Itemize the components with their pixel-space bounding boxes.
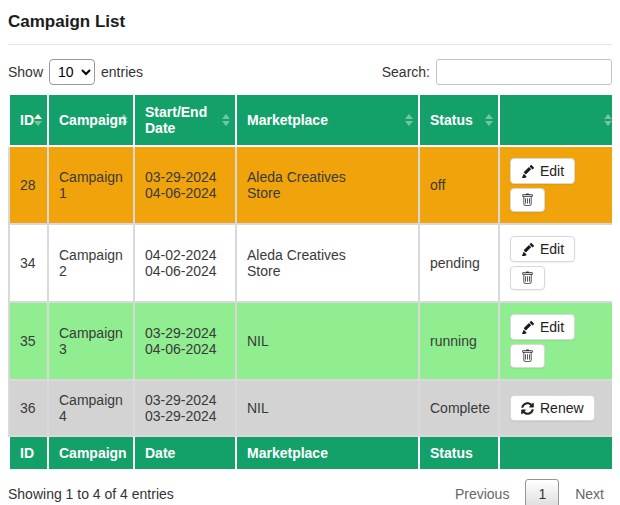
delete-button[interactable] [510, 188, 545, 212]
cell-campaign: Campaign 3 [48, 302, 134, 380]
trash-icon [521, 349, 534, 363]
sync-icon [521, 402, 534, 415]
cell-id: 28 [9, 146, 48, 224]
campaign-table: ID Campaign Start/End Date Marketplace S… [8, 93, 612, 471]
delete-button[interactable] [510, 266, 545, 290]
edit-button[interactable]: Edit [510, 158, 575, 184]
search-label: Search: [382, 64, 430, 80]
showing-entries-info: Showing 1 to 4 of 4 entries [8, 486, 174, 502]
footer-cell-marketplace: Marketplace [236, 436, 419, 470]
page-number-button[interactable]: 1 [525, 479, 559, 505]
cell-status: running [419, 302, 499, 380]
cell-id: 34 [9, 224, 48, 302]
cell-date: 03-29-2024 04-06-2024 [134, 302, 236, 380]
footer-cell-id: ID [9, 436, 48, 470]
trash-icon [521, 271, 534, 285]
table-row: 34 Campaign 2 04-02-2024 04-06-2024 Aled… [9, 224, 612, 302]
cell-campaign: Campaign 2 [48, 224, 134, 302]
sort-icon [405, 114, 413, 126]
cell-actions: Edit [499, 302, 612, 380]
cell-marketplace: NIL [236, 380, 419, 436]
sort-icon [120, 114, 128, 126]
page-length-control: Show 10 entries [8, 59, 143, 85]
next-page-button[interactable]: Next [567, 480, 612, 505]
cell-status: off [419, 146, 499, 224]
footer-cell-date: Date [134, 436, 236, 470]
footer-cell-campaign: Campaign [48, 436, 134, 470]
header-cell-id[interactable]: ID [9, 94, 48, 146]
table-row: 35 Campaign 3 03-29-2024 04-06-2024 NIL … [9, 302, 612, 380]
cell-date: 03-29-2024 03-29-2024 [134, 380, 236, 436]
header-cell-marketplace[interactable]: Marketplace [236, 94, 419, 146]
cell-actions: Renew [499, 380, 612, 436]
divider [8, 44, 612, 45]
renew-button[interactable]: Renew [510, 395, 595, 421]
footer-cell-status: Status [419, 436, 499, 470]
cell-status: Complete [419, 380, 499, 436]
cell-id: 35 [9, 302, 48, 380]
pagination: Previous 1 Next [447, 479, 612, 505]
header-cell-actions[interactable] [499, 94, 612, 146]
pencil-icon [521, 243, 534, 256]
edit-button[interactable]: Edit [510, 314, 575, 340]
sort-icon [604, 114, 612, 126]
cell-actions: Edit [499, 224, 612, 302]
header-cell-date[interactable]: Start/End Date [134, 94, 236, 146]
cell-marketplace: Aleda Creatives Store [236, 146, 419, 224]
page-length-select[interactable]: 10 [49, 59, 95, 85]
table-row: 36 Campaign 4 03-29-2024 03-29-2024 NIL … [9, 380, 612, 436]
trash-icon [521, 193, 534, 207]
pencil-icon [521, 165, 534, 178]
cell-date: 04-02-2024 04-06-2024 [134, 224, 236, 302]
sort-icon [222, 114, 230, 126]
cell-campaign: Campaign 1 [48, 146, 134, 224]
footer-cell-actions [499, 436, 612, 470]
page-title: Campaign List [8, 12, 612, 32]
header-cell-campaign[interactable]: Campaign [48, 94, 134, 146]
cell-marketplace: NIL [236, 302, 419, 380]
search-control: Search: [382, 59, 612, 85]
sort-icon [34, 114, 42, 126]
table-footer-bar: Showing 1 to 4 of 4 entries Previous 1 N… [8, 479, 612, 505]
search-input[interactable] [436, 59, 612, 85]
cell-actions: Edit [499, 146, 612, 224]
table-row: 28 Campaign 1 03-29-2024 04-06-2024 Aled… [9, 146, 612, 224]
table-header-row: ID Campaign Start/End Date Marketplace S… [9, 94, 612, 146]
show-label: Show [8, 64, 43, 80]
previous-page-button[interactable]: Previous [447, 480, 517, 505]
cell-marketplace: Aleda Creatives Store [236, 224, 419, 302]
entries-label: entries [101, 64, 143, 80]
delete-button[interactable] [510, 344, 545, 368]
edit-button[interactable]: Edit [510, 236, 575, 262]
table-controls: Show 10 entries Search: [8, 59, 612, 85]
cell-id: 36 [9, 380, 48, 436]
table-footer-row: ID Campaign Date Marketplace Status [9, 436, 612, 470]
cell-status: pending [419, 224, 499, 302]
header-cell-status[interactable]: Status [419, 94, 499, 146]
cell-campaign: Campaign 4 [48, 380, 134, 436]
cell-date: 03-29-2024 04-06-2024 [134, 146, 236, 224]
pencil-icon [521, 321, 534, 334]
sort-icon [485, 114, 493, 126]
